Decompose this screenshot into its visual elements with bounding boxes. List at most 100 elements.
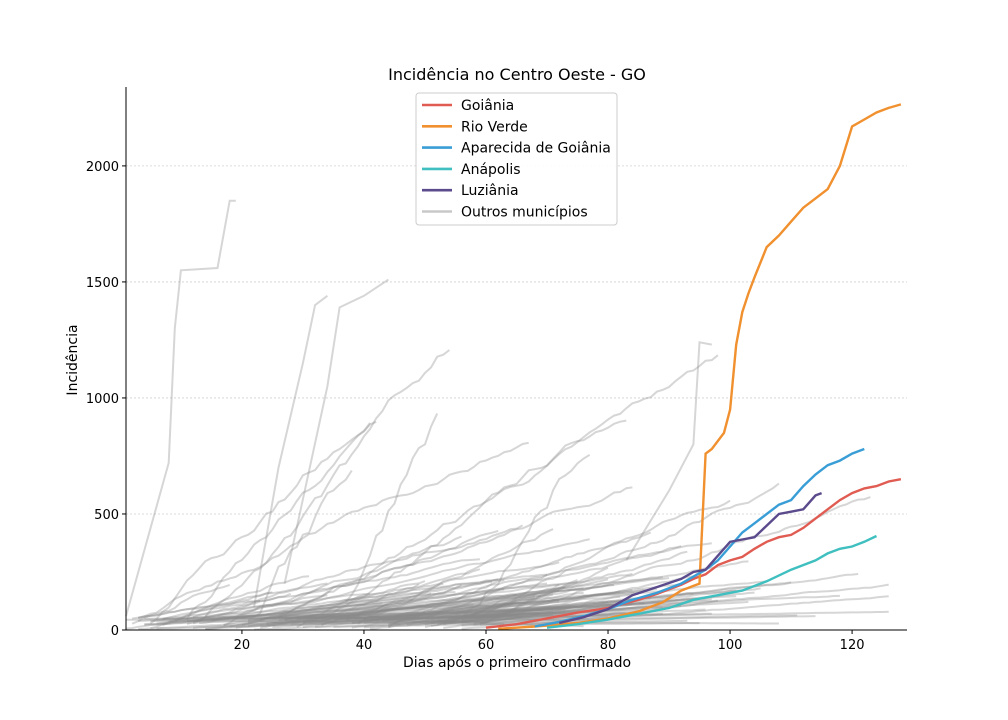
other-municipality-line <box>461 587 761 622</box>
other-municipality-line <box>461 583 560 622</box>
other-municipality-line <box>321 419 627 617</box>
other-municipality-line <box>162 558 480 626</box>
other-municipality-line <box>339 605 560 620</box>
other-municipality-line <box>205 605 572 631</box>
other-municipality-line <box>247 576 664 624</box>
other-municipality-line <box>186 594 328 625</box>
y-tick-label: 500 <box>94 508 119 523</box>
other-municipality-line <box>156 606 554 630</box>
series-line-rio-verde <box>498 103 902 630</box>
other-municipality-line <box>449 597 639 619</box>
other-municipality-line <box>144 594 541 626</box>
other-municipality-line <box>449 588 633 624</box>
other-municipality-line <box>125 613 554 621</box>
other-municipality-line <box>387 499 731 627</box>
x-tick-label: 60 <box>478 638 495 653</box>
other-municipality-line <box>278 354 719 618</box>
other-municipality-line <box>266 599 718 625</box>
other-municipality-line <box>283 278 389 584</box>
other-municipality-line <box>460 453 591 620</box>
other-municipality-line <box>625 341 712 561</box>
other-municipality-line <box>424 595 737 620</box>
other-municipality-line <box>357 620 505 626</box>
series-line-luzi-nia <box>558 491 823 625</box>
other-municipality-line <box>162 592 292 620</box>
y-tick-label: 0 <box>111 624 119 639</box>
other-municipality-line <box>284 611 566 622</box>
legend-label: Rio Verde <box>461 119 528 135</box>
other-municipality-line <box>247 578 499 623</box>
other-municipality-line <box>193 608 566 619</box>
other-municipality-line <box>186 612 426 623</box>
other-municipality-line <box>260 584 615 628</box>
other-municipality-line <box>156 591 456 621</box>
x-axis-label: Dias após o primeiro confirmado <box>403 655 631 671</box>
other-municipality-line <box>217 524 524 617</box>
other-municipality-line <box>205 538 590 617</box>
y-axis-label: Incidência <box>65 324 81 395</box>
other-municipality-line <box>357 528 554 625</box>
other-municipality-line <box>382 582 682 621</box>
other-municipality-line <box>388 591 584 625</box>
other-municipality-line <box>344 413 439 603</box>
other-municipality-line <box>247 587 584 627</box>
other-municipality-line <box>296 604 578 620</box>
other-municipality-line <box>138 600 560 622</box>
legend-label: Luziânia <box>461 183 519 199</box>
other-municipality-line <box>150 614 371 622</box>
tick-labels: 20 40 60 80 100 120 0 500 1000 1500 2000 <box>86 160 865 653</box>
series-line-aparecida-de-goi-nia <box>534 447 865 628</box>
legend-label: Goiânia <box>461 98 514 114</box>
other-municipality-line <box>455 598 712 621</box>
x-tick-label: 20 <box>234 638 251 653</box>
other-municipality-line <box>443 603 633 626</box>
other-municipality-line <box>375 545 682 622</box>
other-municipality-line <box>278 568 481 619</box>
other-municipality-line <box>388 599 517 629</box>
other-municipality-line <box>321 612 712 621</box>
other-municipality-line <box>351 596 535 624</box>
other-municipality-line <box>156 599 413 625</box>
other-municipality-line <box>254 623 401 631</box>
legend-box <box>415 92 618 226</box>
other-municipality-line <box>137 441 529 620</box>
other-municipality-line <box>272 603 389 620</box>
y-tick-label: 2000 <box>86 160 119 175</box>
other-municipality-line <box>388 588 657 620</box>
axes <box>125 87 907 631</box>
other-municipality-line <box>424 550 688 626</box>
legend: Goiânia Rio Verde Aparecida de Goiânia Anáp… <box>415 92 618 226</box>
other-municipality-line <box>223 486 633 627</box>
x-tick-label: 100 <box>718 638 743 653</box>
other-municipality-line <box>296 583 420 628</box>
other-municipality-line <box>211 582 548 622</box>
other-municipality-line <box>192 602 383 623</box>
x-tick-label: 120 <box>840 638 865 653</box>
other-municipality-line <box>278 599 560 622</box>
other-municipality-line <box>320 582 444 627</box>
other-municipality-line <box>430 589 560 627</box>
other-municipality-line <box>138 600 261 619</box>
legend-label: Outros municípios <box>461 205 588 221</box>
other-municipality-line <box>144 611 419 626</box>
other-municipality-line <box>430 593 554 625</box>
other-municipality-line <box>272 592 639 628</box>
other-municipality-line <box>479 496 871 624</box>
other-municipality-line <box>284 604 474 620</box>
other-municipality-line <box>363 580 767 620</box>
other-municipality-line <box>260 590 621 620</box>
other-municipality-line <box>437 609 554 623</box>
other-municipality-line <box>363 612 663 622</box>
other-municipality-line <box>125 199 236 617</box>
other-municipality-line <box>186 420 377 620</box>
x-tick-label: 40 <box>356 638 373 653</box>
other-municipality-line <box>199 535 462 625</box>
other-municipality-line <box>150 591 273 630</box>
other-municipality-line <box>363 584 463 620</box>
other-municipality-line <box>308 588 505 623</box>
other-municipality-line <box>345 531 652 622</box>
other-municipality-line <box>138 620 456 630</box>
other-municipality-line <box>351 589 645 629</box>
other-municipality-line <box>437 575 694 626</box>
